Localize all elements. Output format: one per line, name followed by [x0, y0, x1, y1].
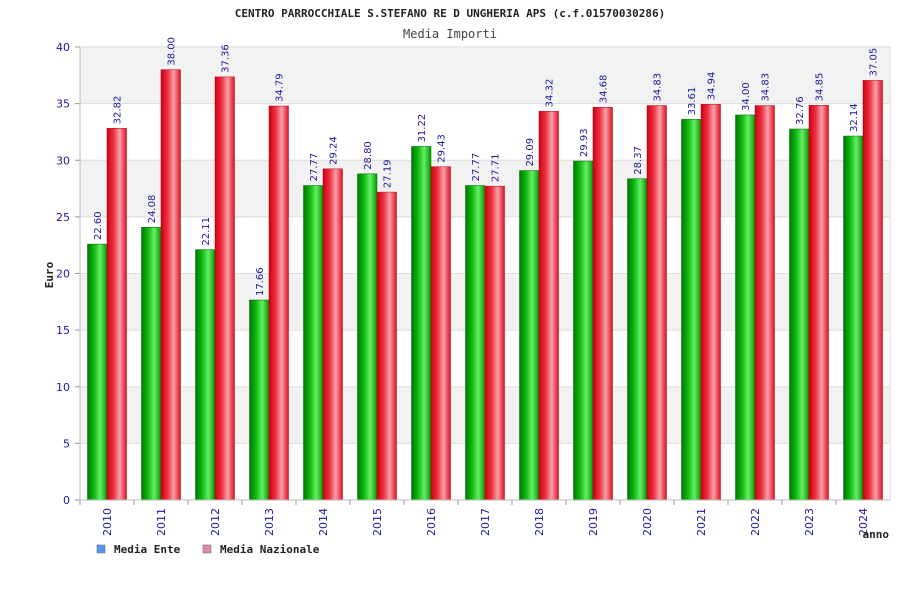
bar-nazionale [268, 105, 289, 501]
bar-ente [681, 119, 702, 501]
bar-value-label: 34.83 [653, 73, 664, 102]
bar-nazionale [214, 76, 235, 501]
bar-value-label: 34.83 [761, 73, 772, 102]
bar-value-label: 24.08 [147, 195, 158, 224]
bar-value-label: 27.77 [309, 153, 320, 182]
legend-swatch-nazionale [202, 544, 212, 554]
bar-ente [141, 227, 162, 501]
bar-ente [195, 249, 216, 501]
bar-value-label: 38.00 [167, 37, 178, 66]
y-tick-label: 5 [63, 437, 70, 450]
bar-value-label: 29.24 [329, 136, 340, 165]
bar-labels: 22.60 32.82 24.08 38.00 22.11 37.36 17.66 34.79… [93, 37, 880, 296]
bar-nazionale [646, 105, 667, 501]
bar-value-label: 31.22 [417, 114, 428, 143]
chart-subtitle: Media Importi [403, 27, 497, 41]
bar-ente [303, 185, 324, 501]
legend-label-ente: Media Ente [114, 543, 181, 556]
bar-value-label: 34.79 [275, 73, 286, 102]
bar-value-label: 32.82 [113, 96, 124, 125]
bar-nazionale [592, 106, 613, 501]
bar-value-label: 27.71 [491, 154, 502, 183]
chart-title: CENTRO PARROCCHIALE S.STEFANO RE D UNGHE… [235, 7, 665, 20]
bar-value-label: 34.68 [599, 75, 610, 104]
bar-nazionale [862, 80, 883, 501]
x-tick-label: 2018 [533, 508, 546, 536]
y-tick-label: 10 [56, 381, 70, 394]
bar-value-label: 34.00 [741, 82, 752, 111]
bar-nazionale [754, 105, 775, 501]
bar-nazionale [160, 69, 181, 501]
bar-nazionale [430, 166, 451, 501]
bar-ente [843, 135, 864, 501]
y-tick-label: 0 [63, 494, 70, 507]
bar-value-label: 29.43 [437, 134, 448, 163]
bar-value-label: 28.80 [363, 141, 374, 170]
x-tick-label: 2016 [425, 508, 438, 536]
bar-value-label: 27.19 [383, 159, 394, 188]
bar-value-label: 37.05 [869, 48, 880, 77]
bar-value-label: 32.76 [795, 96, 806, 125]
x-axis: 2010 2011 2012 2013 2014 2015 2016 2017 2018 2019… [79, 499, 890, 536]
x-axis-label: anno [863, 528, 890, 541]
y-axis-label: Euro [43, 261, 56, 288]
bar-value-label: 34.85 [815, 73, 826, 102]
x-tick-label: 2023 [803, 508, 816, 536]
bar-value-label: 34.94 [707, 72, 718, 101]
legend-swatch-ente [96, 544, 106, 554]
y-tick-label: 35 [56, 98, 70, 111]
bar-nazionale [808, 105, 829, 501]
bar-value-label: 28.37 [633, 146, 644, 175]
x-tick-label: 2012 [209, 508, 222, 536]
legend-label-nazionale: Media Nazionale [220, 543, 320, 556]
y-tick-label: 20 [56, 268, 70, 281]
bar-value-label: 34.32 [545, 79, 556, 108]
x-tick-label: 2015 [371, 508, 384, 536]
x-tick-label: 2024 [857, 508, 870, 536]
y-axis: 0 5 10 15 20 25 30 35 40 [56, 41, 891, 507]
bar-value-label: 32.14 [849, 103, 860, 132]
x-tick-label: 2010 [101, 508, 114, 536]
bar-ente [627, 178, 648, 501]
bar-value-label: 27.77 [471, 153, 482, 182]
y-tick-label: 40 [56, 41, 70, 54]
bar-nazionale [376, 191, 397, 501]
y-tick-label: 30 [56, 154, 70, 167]
x-tick-label: 2014 [317, 508, 330, 536]
bar-value-label: 22.11 [201, 217, 212, 246]
bar-value-label: 37.36 [221, 44, 232, 73]
bar-ente [357, 173, 378, 501]
bar-value-label: 29.93 [579, 128, 590, 157]
x-tick-label: 2013 [263, 508, 276, 536]
bar-ente [411, 146, 432, 501]
y-tick-label: 25 [56, 211, 70, 224]
bar-nazionale [700, 104, 721, 501]
bar-nazionale [484, 185, 505, 501]
bar-value-label: 33.61 [687, 87, 698, 116]
bar-value-label: 29.09 [525, 138, 536, 167]
bar-nazionale [106, 128, 127, 501]
bar-ente [249, 299, 270, 501]
bar-value-label: 22.60 [93, 211, 104, 240]
x-tick-label: 2017 [479, 508, 492, 536]
x-tick-label: 2020 [641, 508, 654, 536]
bar-ente [87, 243, 108, 501]
bars [87, 69, 883, 501]
bar-nazionale [538, 111, 559, 501]
bar-value-label: 17.66 [255, 267, 266, 296]
bar-ente [519, 170, 540, 501]
bar-ente [735, 114, 756, 501]
x-tick-label: 2011 [155, 508, 168, 536]
x-tick-label: 2021 [695, 508, 708, 536]
bar-ente [789, 128, 810, 501]
bar-ente [465, 185, 486, 501]
x-tick-label: 2019 [587, 508, 600, 536]
x-tick-label: 2022 [749, 508, 762, 536]
bar-nazionale [322, 168, 343, 501]
bar-ente [573, 160, 594, 501]
y-tick-label: 15 [56, 324, 70, 337]
legend: Media Ente Media Nazionale [96, 543, 320, 556]
